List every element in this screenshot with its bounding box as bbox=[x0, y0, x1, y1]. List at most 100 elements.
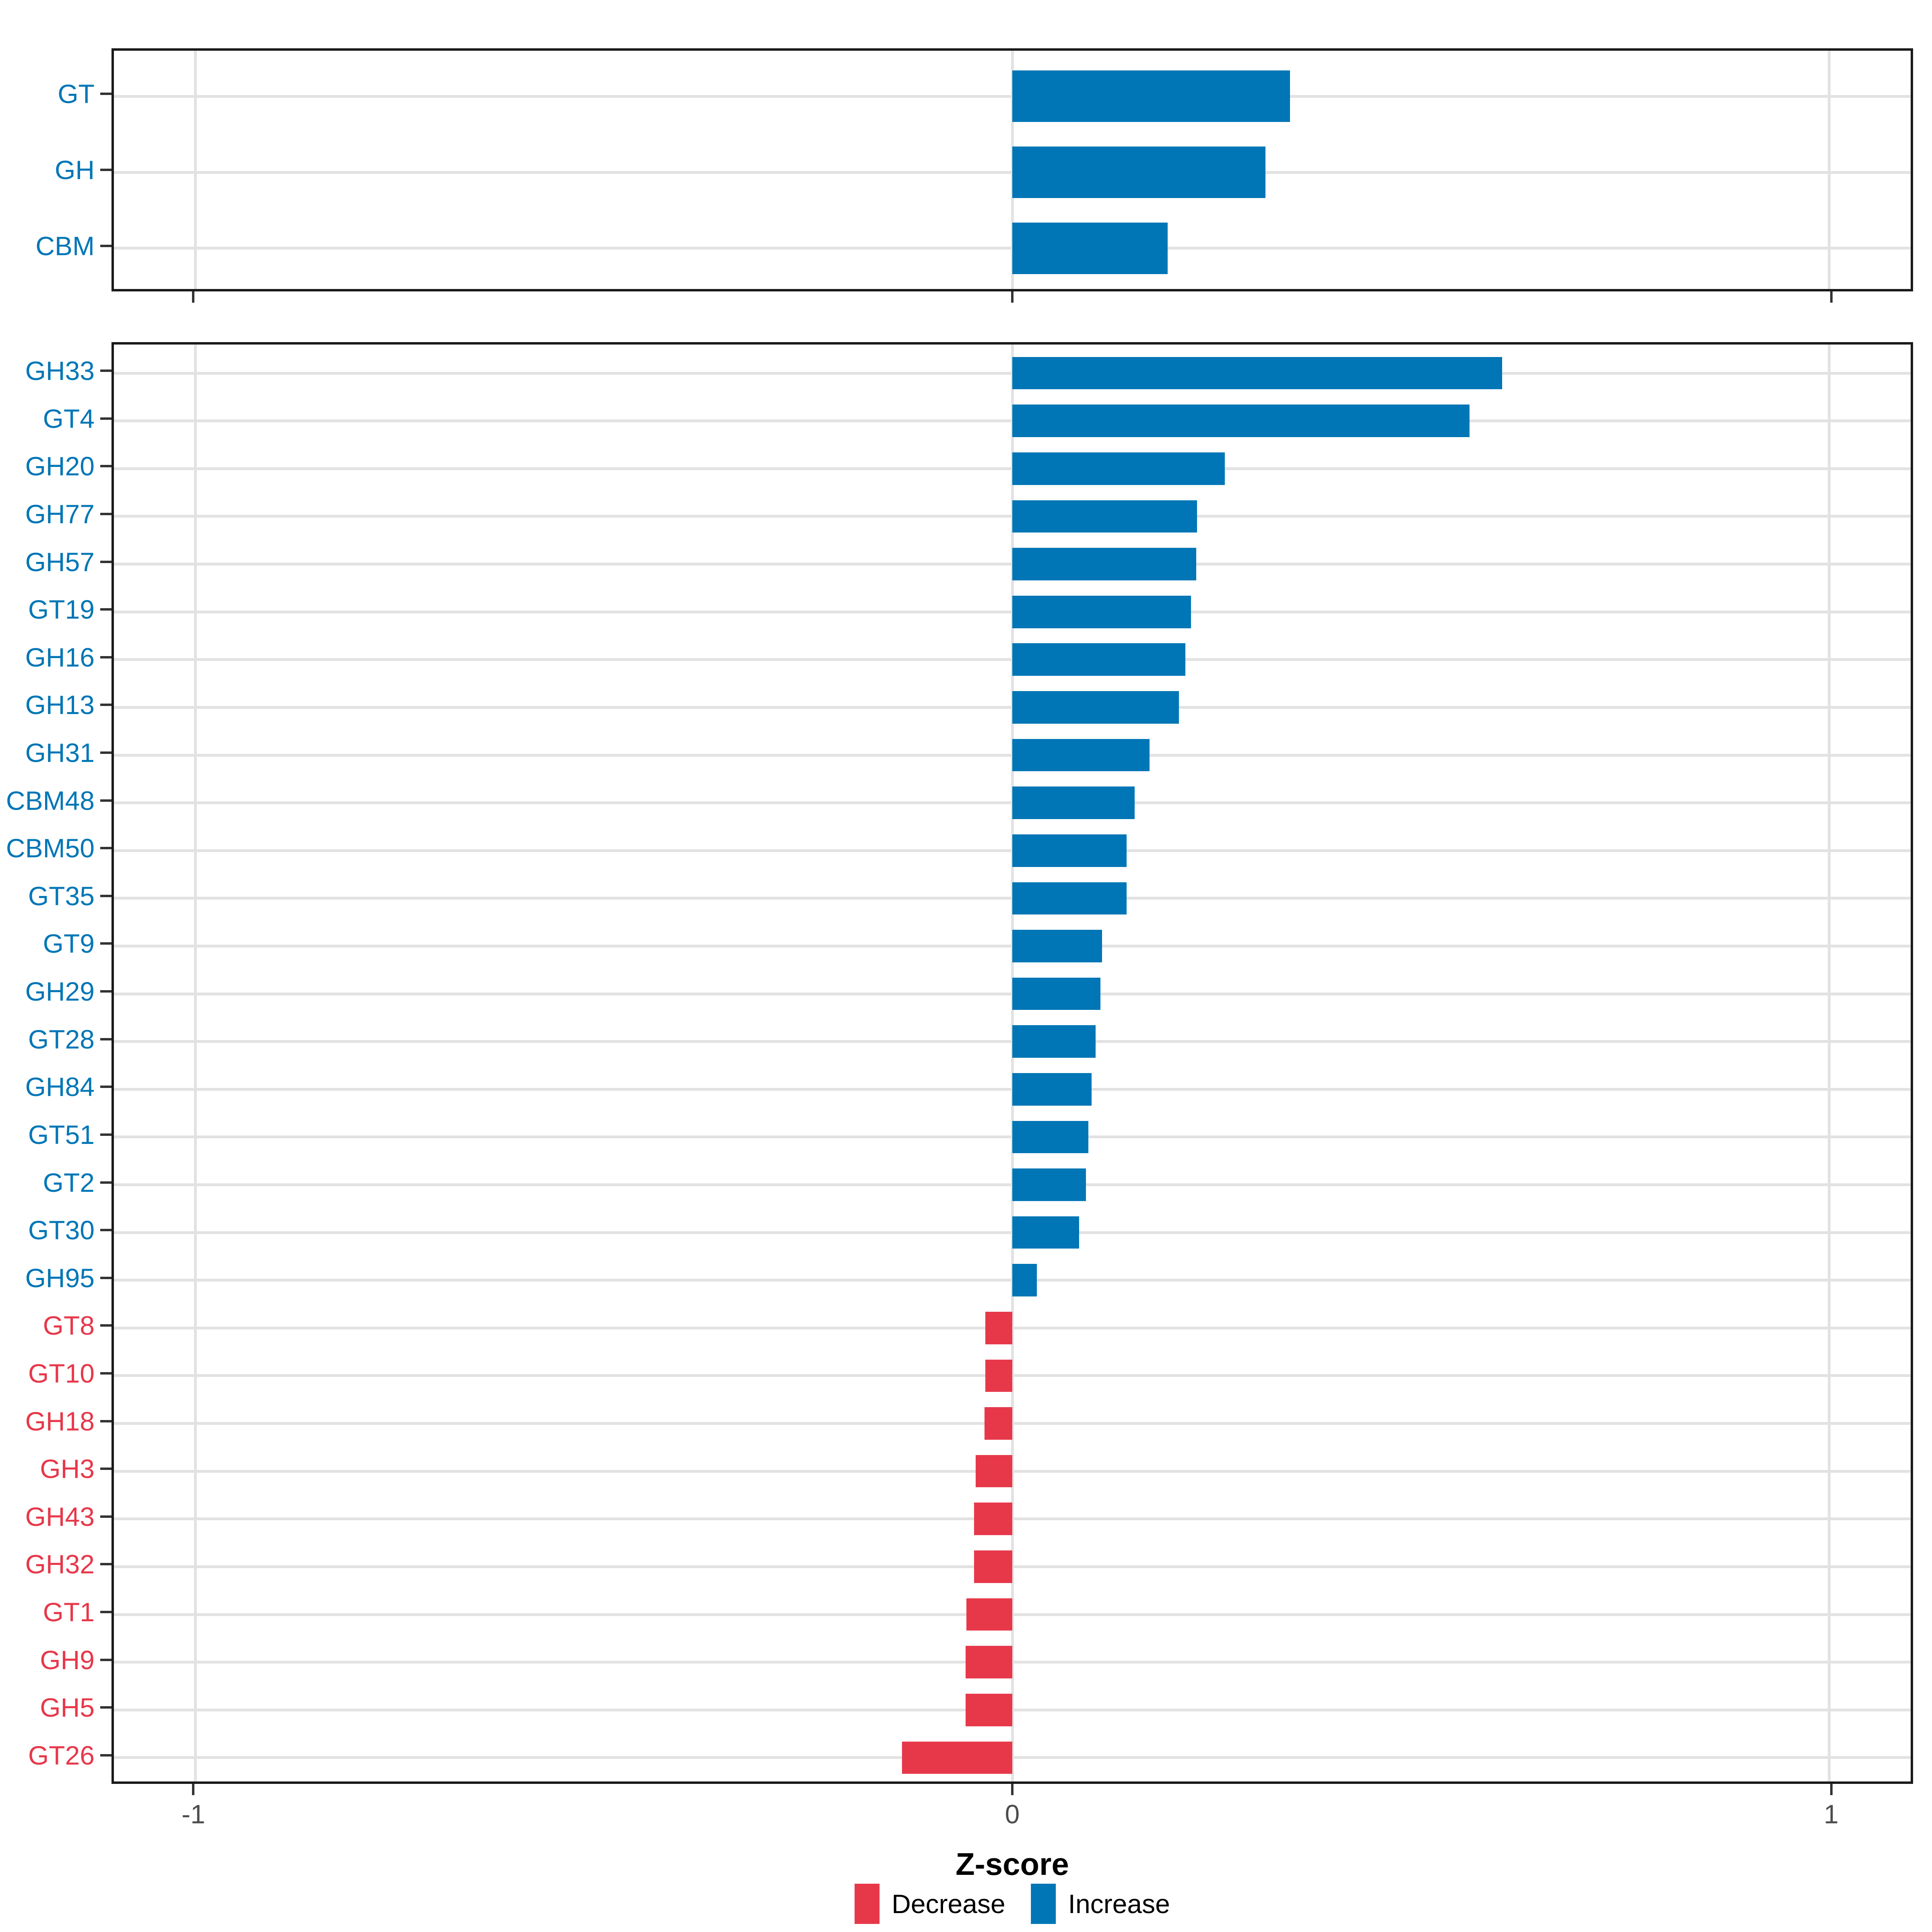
bar-GH77 bbox=[1012, 500, 1197, 533]
y-tick-mark bbox=[100, 1658, 111, 1661]
classes-panel bbox=[111, 48, 1913, 291]
y-tick-mark bbox=[100, 560, 111, 563]
y-tick-mark bbox=[100, 847, 111, 850]
y-tick-mark bbox=[100, 1611, 111, 1613]
bar-GH5 bbox=[966, 1693, 1012, 1726]
x-tick-mark bbox=[192, 291, 195, 303]
x-tick-label-1: 1 bbox=[1824, 1799, 1839, 1829]
bar-GH33 bbox=[1012, 357, 1503, 390]
bar-GT1 bbox=[966, 1598, 1012, 1631]
y-label-GH84: GH84 bbox=[25, 1072, 95, 1102]
y-tick-mark bbox=[100, 1038, 111, 1040]
y-label-CBM: CBM bbox=[35, 231, 95, 261]
y-tick-mark bbox=[100, 1133, 111, 1136]
y-label-GH3: GH3 bbox=[40, 1454, 95, 1484]
y-label-GH13: GH13 bbox=[25, 690, 95, 720]
y-label-GH9: GH9 bbox=[40, 1645, 95, 1675]
y-tick-mark bbox=[100, 751, 111, 754]
y-label-GH18: GH18 bbox=[25, 1406, 95, 1436]
y-label-GT: GT bbox=[58, 79, 95, 109]
gridline-y-GH43 bbox=[114, 1517, 1911, 1521]
y-label-GH16: GH16 bbox=[25, 642, 95, 672]
families-panel bbox=[111, 342, 1913, 1784]
x-axis-title: Z-score bbox=[956, 1846, 1069, 1882]
bar-GH57 bbox=[1012, 548, 1196, 580]
y-label-GT51: GT51 bbox=[28, 1119, 95, 1150]
y-tick-mark bbox=[100, 1515, 111, 1518]
x-tick-mark bbox=[1011, 291, 1013, 303]
y-label-GT26: GT26 bbox=[28, 1740, 95, 1770]
gridline-y-GT26 bbox=[114, 1756, 1911, 1759]
x-tick-label-0: 0 bbox=[1005, 1799, 1020, 1829]
bar-GT9 bbox=[1012, 930, 1102, 962]
y-label-GH20: GH20 bbox=[25, 451, 95, 481]
y-label-GT35: GT35 bbox=[28, 881, 95, 911]
y-label-GH33: GH33 bbox=[25, 356, 95, 386]
y-label-CBM48: CBM48 bbox=[6, 785, 95, 815]
bar-CBM bbox=[1012, 222, 1168, 274]
x-tick-mark bbox=[1011, 1784, 1013, 1795]
y-tick-mark bbox=[100, 990, 111, 993]
y-label-GH32: GH32 bbox=[25, 1549, 95, 1579]
bar-GH bbox=[1012, 146, 1266, 198]
y-label-GT19: GT19 bbox=[28, 594, 95, 625]
bar-GH43 bbox=[974, 1503, 1012, 1536]
y-tick-mark bbox=[100, 465, 111, 468]
gridline-y-GT8 bbox=[114, 1326, 1911, 1329]
y-tick-mark bbox=[100, 608, 111, 611]
legend-item-decrease: Decrease bbox=[855, 1884, 1005, 1924]
bar-GT bbox=[1012, 70, 1290, 122]
y-tick-mark bbox=[100, 512, 111, 515]
x-tick-mark bbox=[1830, 1784, 1833, 1795]
bar-GH13 bbox=[1012, 691, 1179, 724]
bar-GH32 bbox=[974, 1550, 1012, 1583]
y-tick-mark bbox=[100, 1754, 111, 1757]
y-tick-mark bbox=[100, 1372, 111, 1375]
y-tick-mark bbox=[100, 894, 111, 897]
gridline-x-1 bbox=[1827, 51, 1831, 289]
bar-GH3 bbox=[975, 1455, 1012, 1488]
decrease-swatch-icon bbox=[855, 1884, 880, 1924]
y-label-GT10: GT10 bbox=[28, 1358, 95, 1388]
legend-item-increase: Increase bbox=[1031, 1884, 1170, 1924]
y-tick-mark bbox=[100, 1420, 111, 1422]
bar-GH95 bbox=[1012, 1264, 1037, 1297]
gridline-y-GH9 bbox=[114, 1661, 1911, 1664]
y-label-GH29: GH29 bbox=[25, 976, 95, 1007]
y-label-GH31: GH31 bbox=[25, 738, 95, 768]
bar-GT8 bbox=[985, 1312, 1012, 1344]
bar-GT28 bbox=[1012, 1025, 1096, 1058]
gridline-x--1 bbox=[194, 345, 197, 1781]
gridline-y-GH18 bbox=[114, 1422, 1911, 1425]
y-label-GT28: GT28 bbox=[28, 1024, 95, 1054]
y-tick-mark bbox=[100, 1229, 111, 1232]
y-tick-mark bbox=[100, 1706, 111, 1709]
y-label-GH57: GH57 bbox=[25, 547, 95, 577]
y-label-GH43: GH43 bbox=[25, 1501, 95, 1532]
y-label-GH: GH bbox=[55, 155, 95, 185]
y-tick-mark bbox=[100, 942, 111, 945]
gridline-y-GH3 bbox=[114, 1470, 1911, 1473]
legend-label-decrease: Decrease bbox=[892, 1889, 1005, 1919]
x-tick-mark bbox=[1830, 291, 1833, 303]
legend: Decrease Increase bbox=[855, 1884, 1170, 1924]
y-tick-mark bbox=[100, 1276, 111, 1279]
gridline-x-1 bbox=[1827, 345, 1831, 1781]
bar-GT4 bbox=[1012, 405, 1470, 438]
x-tick-label--1: -1 bbox=[182, 1799, 205, 1829]
y-label-GT4: GT4 bbox=[43, 403, 95, 433]
y-tick-mark bbox=[100, 656, 111, 658]
gridline-y-GT1 bbox=[114, 1613, 1911, 1616]
y-label-GH5: GH5 bbox=[40, 1693, 95, 1723]
bar-GT51 bbox=[1012, 1121, 1088, 1154]
y-label-GH95: GH95 bbox=[25, 1263, 95, 1293]
bar-CBM50 bbox=[1012, 834, 1127, 867]
bar-GH18 bbox=[985, 1407, 1012, 1440]
y-tick-mark bbox=[100, 369, 111, 372]
y-label-GH77: GH77 bbox=[25, 499, 95, 529]
bar-GH84 bbox=[1012, 1073, 1092, 1106]
y-label-GT8: GT8 bbox=[43, 1311, 95, 1341]
bar-GH9 bbox=[966, 1646, 1012, 1678]
gridline-x--1 bbox=[194, 51, 197, 289]
